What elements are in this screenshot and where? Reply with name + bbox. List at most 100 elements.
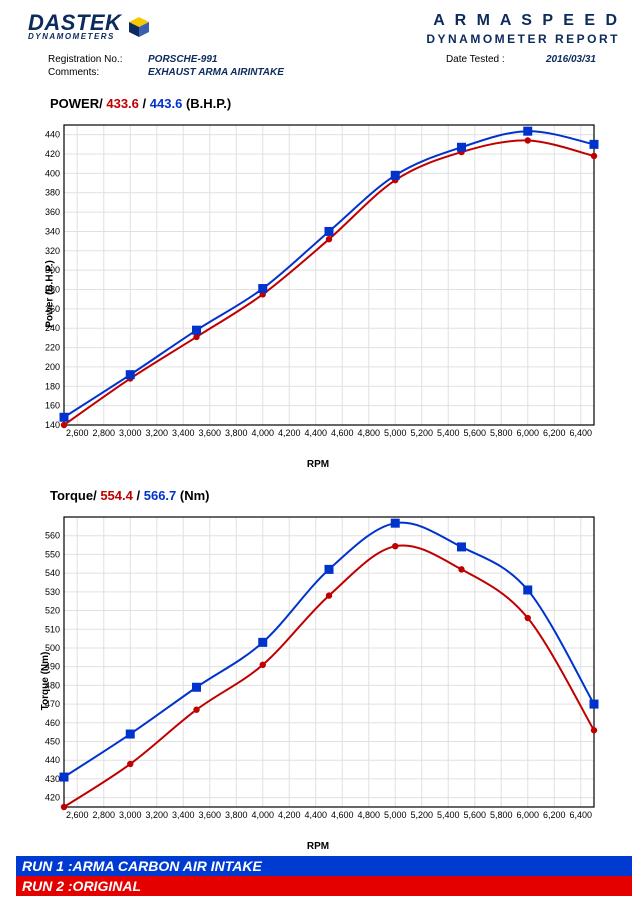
torque-unit: (Nm) <box>180 488 210 503</box>
svg-text:510: 510 <box>45 624 60 634</box>
power-run1-peak: 433.6 <box>106 96 139 111</box>
torque-svg: 2,6002,800 3,0003,200 3,4003,600 3,8004,000… <box>24 509 604 839</box>
comments-value: EXHAUST ARMA AIRINTAKE <box>148 67 284 78</box>
svg-text:450: 450 <box>45 737 60 747</box>
power-xlabel: RPM <box>24 459 612 470</box>
cube-icon <box>127 15 151 39</box>
svg-text:6,400: 6,400 <box>569 810 592 820</box>
power-sep: / <box>143 96 150 111</box>
legend-run2: RUN 2 :ORIGINAL <box>16 876 632 896</box>
svg-text:320: 320 <box>45 246 60 256</box>
svg-text:4,000: 4,000 <box>251 428 274 438</box>
svg-text:5,600: 5,600 <box>463 810 486 820</box>
report-title: A R M A S P E E D DYNAMOMETER REPORT <box>426 12 620 46</box>
date-value: 2016/03/31 <box>546 54 596 78</box>
svg-text:380: 380 <box>45 188 60 198</box>
svg-text:220: 220 <box>45 343 60 353</box>
svg-text:5,200: 5,200 <box>410 428 433 438</box>
torque-xlabel: RPM <box>24 841 612 852</box>
svg-text:140: 140 <box>45 420 60 430</box>
svg-text:5,200: 5,200 <box>410 810 433 820</box>
svg-text:6,000: 6,000 <box>516 428 539 438</box>
logo-main-text: DASTEK <box>28 12 121 34</box>
torque-ylabel: Torque (Nm) <box>40 651 51 710</box>
svg-text:440: 440 <box>45 130 60 140</box>
power-unit: (B.H.P.) <box>186 96 231 111</box>
svg-text:3,000: 3,000 <box>119 810 142 820</box>
svg-text:4,400: 4,400 <box>304 810 327 820</box>
svg-text:6,000: 6,000 <box>516 810 539 820</box>
svg-text:5,400: 5,400 <box>437 810 460 820</box>
svg-text:3,400: 3,400 <box>172 810 195 820</box>
svg-text:6,200: 6,200 <box>543 810 566 820</box>
comments-label: Comments: <box>48 67 138 78</box>
logo-sub-text: DYNAMOMETERS <box>28 33 121 41</box>
svg-text:420: 420 <box>45 149 60 159</box>
svg-text:540: 540 <box>45 568 60 578</box>
torque-chart-title: Torque/ 554.4 / 566.7 (Nm) <box>0 470 636 505</box>
svg-text:560: 560 <box>45 531 60 541</box>
title-main: A R M A S P E E D <box>426 12 620 30</box>
torque-run1-peak: 554.4 <box>100 488 133 503</box>
power-chart: Power (B.H.P.) 2,6002,800 3,0003,200 3,400… <box>24 117 612 470</box>
svg-text:4,800: 4,800 <box>357 810 380 820</box>
svg-text:6,400: 6,400 <box>569 428 592 438</box>
power-chart-title: POWER/ 433.6 / 443.6 (B.H.P.) <box>0 78 636 113</box>
svg-text:6,200: 6,200 <box>543 428 566 438</box>
svg-text:5,600: 5,600 <box>463 428 486 438</box>
power-title-key: POWER/ <box>50 96 103 111</box>
meta-block: Registration No.: PORSCHE-991 Comments: … <box>0 46 636 78</box>
torque-chart: Torque (Nm) 2,6002,800 3,0003,200 3,4003,6… <box>24 509 612 852</box>
date-label: Date Tested : <box>446 54 536 78</box>
svg-text:530: 530 <box>45 587 60 597</box>
svg-text:4,200: 4,200 <box>278 810 301 820</box>
legend-run1: RUN 1 :ARMA CARBON AIR INTAKE <box>16 856 632 876</box>
svg-text:3,600: 3,600 <box>198 428 221 438</box>
svg-text:4,000: 4,000 <box>251 810 274 820</box>
header: DASTEK DYNAMOMETERS A R M A S P E E D DY… <box>0 0 636 46</box>
svg-text:3,600: 3,600 <box>198 810 221 820</box>
svg-text:160: 160 <box>45 401 60 411</box>
svg-text:420: 420 <box>45 793 60 803</box>
svg-text:5,800: 5,800 <box>490 810 513 820</box>
reg-value: PORSCHE-991 <box>148 54 217 65</box>
svg-text:3,000: 3,000 <box>119 428 142 438</box>
svg-text:430: 430 <box>45 774 60 784</box>
brand-logo: DASTEK DYNAMOMETERS <box>28 12 151 41</box>
svg-text:3,400: 3,400 <box>172 428 195 438</box>
torque-title-key: Torque/ <box>50 488 97 503</box>
svg-text:4,800: 4,800 <box>357 428 380 438</box>
power-svg: 2,6002,800 3,0003,200 3,4003,600 3,8004,000… <box>24 117 604 457</box>
svg-text:3,200: 3,200 <box>145 428 168 438</box>
svg-text:4,400: 4,400 <box>304 428 327 438</box>
svg-text:4,200: 4,200 <box>278 428 301 438</box>
svg-text:5,000: 5,000 <box>384 810 407 820</box>
svg-text:2,800: 2,800 <box>92 810 115 820</box>
svg-text:180: 180 <box>45 381 60 391</box>
svg-text:3,800: 3,800 <box>225 428 248 438</box>
svg-text:550: 550 <box>45 549 60 559</box>
svg-text:5,400: 5,400 <box>437 428 460 438</box>
svg-text:2,800: 2,800 <box>92 428 115 438</box>
reg-label: Registration No.: <box>48 54 138 65</box>
legend-bars: RUN 1 :ARMA CARBON AIR INTAKE RUN 2 :ORI… <box>16 856 632 896</box>
power-run2-peak: 443.6 <box>150 96 183 111</box>
svg-text:5,000: 5,000 <box>384 428 407 438</box>
svg-text:5,800: 5,800 <box>490 428 513 438</box>
svg-text:440: 440 <box>45 755 60 765</box>
svg-text:460: 460 <box>45 718 60 728</box>
svg-text:2,600: 2,600 <box>66 428 89 438</box>
svg-text:3,200: 3,200 <box>145 810 168 820</box>
svg-text:360: 360 <box>45 207 60 217</box>
torque-sep: / <box>137 488 144 503</box>
svg-text:400: 400 <box>45 168 60 178</box>
title-sub: DYNAMOMETER REPORT <box>426 32 620 46</box>
torque-run2-peak: 566.7 <box>144 488 177 503</box>
power-ylabel: Power (B.H.P.) <box>44 260 55 328</box>
svg-text:3,800: 3,800 <box>225 810 248 820</box>
svg-text:4,600: 4,600 <box>331 810 354 820</box>
svg-text:520: 520 <box>45 606 60 616</box>
svg-text:2,600: 2,600 <box>66 810 89 820</box>
svg-text:4,600: 4,600 <box>331 428 354 438</box>
svg-text:200: 200 <box>45 362 60 372</box>
